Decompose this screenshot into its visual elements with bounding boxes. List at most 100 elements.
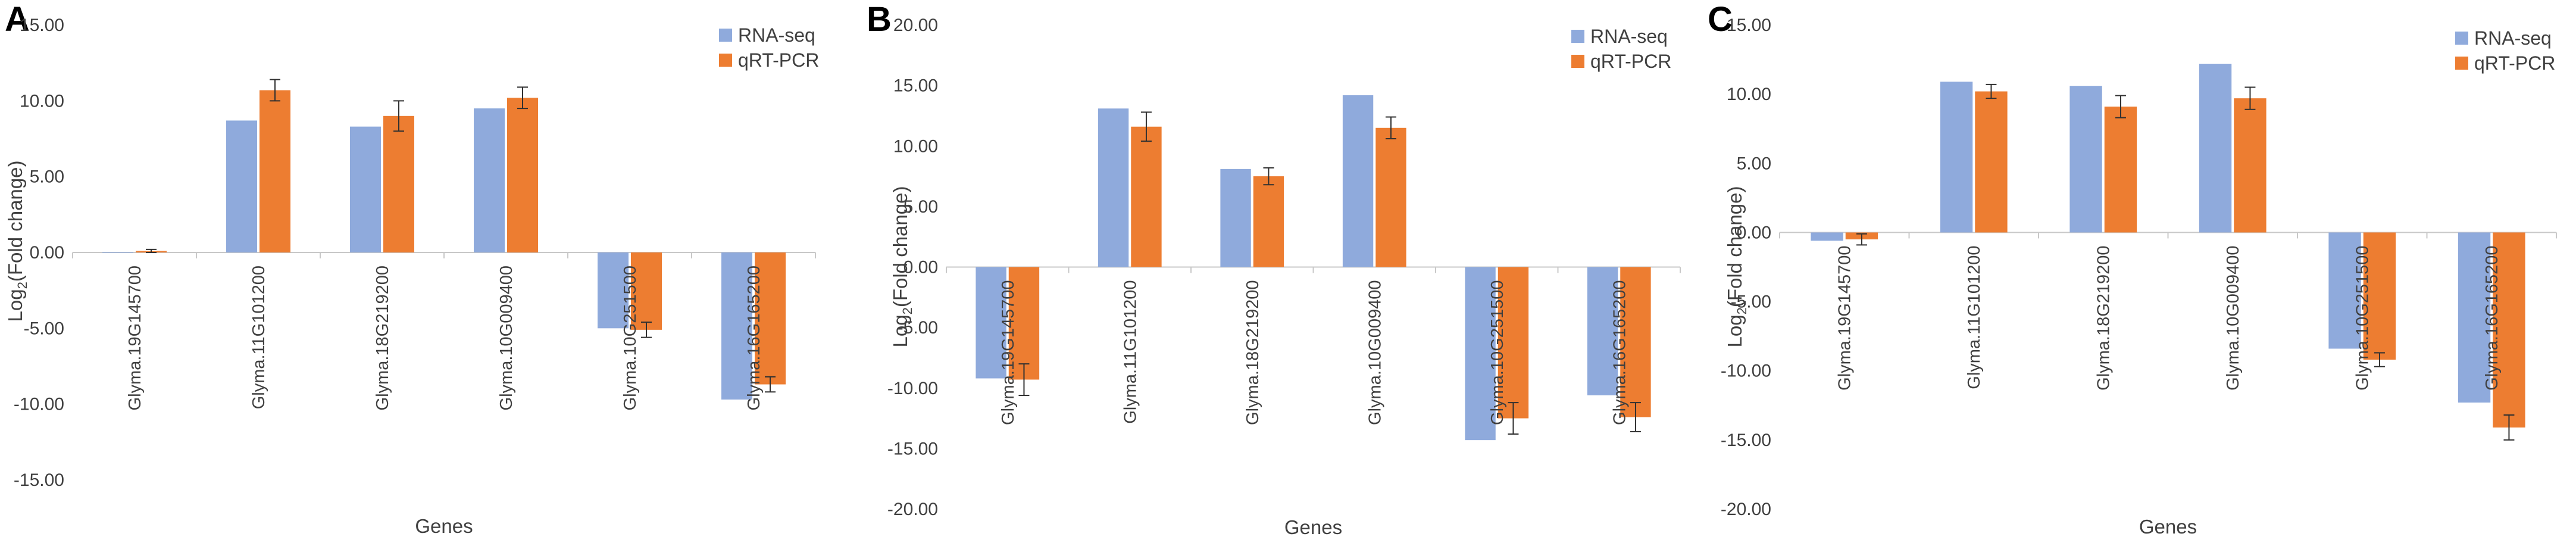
y-tick-label: -5.00 xyxy=(898,318,938,338)
legend: RNA-seq qRT-PCR xyxy=(719,24,819,71)
legend-swatch-rna-seq xyxy=(2455,32,2468,45)
legend-label-rna-seq: RNA-seq xyxy=(738,24,815,46)
bar-rna-seq xyxy=(976,267,1006,379)
x-category-label: Glyma.16G165200 xyxy=(1610,280,1629,425)
bar-qrt-pcr xyxy=(1253,176,1284,267)
legend-label-qrt-pcr: qRT-PCR xyxy=(738,49,819,71)
y-tick-label: 10.00 xyxy=(20,91,64,111)
y-tick-label: -20.00 xyxy=(887,500,938,519)
bar-rna-seq xyxy=(2328,232,2361,349)
x-category-label: Glyma.10G251500 xyxy=(1488,280,1507,425)
bar-qrt-pcr xyxy=(383,116,414,252)
panel-letter: C xyxy=(1708,0,1733,39)
y-tick-label: 15.00 xyxy=(20,15,64,35)
bar-rna-seq xyxy=(1098,108,1129,267)
x-category-label: Glyma.10G009400 xyxy=(2224,245,2243,390)
y-tick-label: 0.00 xyxy=(1737,223,1771,242)
y-axis-title-rest: (Fold change) xyxy=(1724,186,1746,308)
bar-rna-seq xyxy=(2069,86,2102,233)
bar-qrt-pcr xyxy=(631,252,662,330)
legend-label-qrt-pcr: qRT-PCR xyxy=(2474,52,2555,74)
y-axis-title-subscript: 2 xyxy=(15,282,30,289)
x-axis-title: Genes xyxy=(415,515,473,537)
chart-panel-a: A15.00 10.00 5.00 0.00 -5.00 -10.00 -15.00 Log2… xyxy=(4,0,819,537)
bar-qrt-pcr xyxy=(1131,126,1162,267)
bar-qrt-pcr xyxy=(1975,91,2008,233)
legend-swatch-qrt-pcr xyxy=(719,54,732,67)
x-axis-title: Genes xyxy=(2139,516,2197,538)
x-category-label: Glyma.19G145700 xyxy=(126,266,145,410)
y-axis-title-rest: (Fold change) xyxy=(889,186,911,308)
x-category-label: Glyma.10G251500 xyxy=(2353,245,2372,390)
chart-panel-c: C15.00 10.00 5.00 0.00 -5.00 -10.00 -15.00 -20.… xyxy=(1708,0,2557,538)
bar-qrt-pcr xyxy=(1375,127,1406,267)
y-axis-title: Log2(Fold change) xyxy=(1724,186,1749,348)
y-axis-title-rest: (Fold change) xyxy=(4,161,26,282)
bar-rna-seq xyxy=(1465,267,1496,441)
y-tick-label: 5.00 xyxy=(1737,154,1771,173)
y-tick-label: 10.00 xyxy=(1727,85,1771,104)
bar-qrt-pcr xyxy=(2234,98,2266,233)
bar-rna-seq xyxy=(350,126,381,252)
y-tick-label: 15.00 xyxy=(1727,15,1771,35)
x-category-label: Glyma.18G219200 xyxy=(1243,280,1262,425)
y-tick-label: -15.00 xyxy=(887,439,938,458)
x-category-label: Glyma.18G219200 xyxy=(373,266,392,410)
x-category-label: Glyma.19G145700 xyxy=(1836,245,1855,390)
bar-rna-seq xyxy=(474,108,505,252)
y-tick-label: 5.00 xyxy=(30,167,64,187)
y-axis-title: Log2(Fold change) xyxy=(4,161,30,322)
bar-rna-seq xyxy=(2199,64,2232,233)
legend-swatch-qrt-pcr xyxy=(1571,55,1584,68)
x-category-label: Glyma.16G165200 xyxy=(2483,245,2502,390)
legend: RNA-seq qRT-PCR xyxy=(1571,26,1671,72)
y-tick-label: 10.00 xyxy=(893,136,938,156)
x-category-label: Glyma.11G101200 xyxy=(1121,280,1140,424)
y-axis-title-main: Log xyxy=(4,289,26,322)
legend: RNA-seq qRT-PCR xyxy=(2455,27,2555,74)
panel-letter: A xyxy=(5,0,30,39)
y-axis-title-subscript: 2 xyxy=(1734,307,1749,314)
x-category-label: Glyma.10G009400 xyxy=(1365,280,1384,425)
bar-rna-seq xyxy=(226,120,257,252)
bar-qrt-pcr xyxy=(260,90,290,253)
y-tick-label: -10.00 xyxy=(1721,361,1771,381)
x-axis-title: Genes xyxy=(1284,516,1342,538)
bar-qrt-pcr xyxy=(507,98,538,253)
x-category-label: Glyma.18G219200 xyxy=(2094,245,2114,390)
y-tick-label: -5.00 xyxy=(1731,292,1771,312)
y-tick-label: 20.00 xyxy=(893,15,938,35)
y-tick-label: -10.00 xyxy=(14,395,64,414)
bar-qrt-pcr xyxy=(2104,107,2137,233)
panel-letter: B xyxy=(867,0,892,39)
x-category-label: Glyma.10G009400 xyxy=(497,266,516,410)
bar-rna-seq xyxy=(102,252,133,253)
x-category-label: Glyma.16G165200 xyxy=(745,266,764,410)
bar-rna-seq xyxy=(721,252,752,400)
legend-label-rna-seq: RNA-seq xyxy=(2474,27,2552,49)
bar-qrt-pcr xyxy=(2493,232,2525,428)
y-tick-label: -5.00 xyxy=(24,319,64,338)
y-axis-title: Log2(Fold change) xyxy=(889,186,915,348)
bar-rna-seq xyxy=(598,252,629,329)
y-tick-label: -10.00 xyxy=(887,379,938,398)
bar-rna-seq xyxy=(1587,267,1618,395)
bar-rna-seq xyxy=(1342,95,1374,267)
x-category-label: Glyma.11G101200 xyxy=(1965,245,1984,389)
y-axis-title-main: Log xyxy=(1724,314,1746,347)
bar-qrt-pcr xyxy=(1498,267,1529,419)
chart-panel-b: B 20.00 15.00 10.00 5.00 0.00 -5.00 -10.00 -15.0… xyxy=(867,0,1681,538)
y-tick-label: 0.00 xyxy=(904,258,938,277)
legend-swatch-rna-seq xyxy=(719,29,732,42)
y-axis-title-main: Log xyxy=(889,314,911,347)
bar-rna-seq xyxy=(1220,169,1251,267)
bar-qrt-pcr xyxy=(755,252,786,385)
legend-label-qrt-pcr: qRT-PCR xyxy=(1590,51,1671,72)
y-tick-label: 15.00 xyxy=(893,76,938,96)
y-tick-label: -15.00 xyxy=(1721,430,1771,450)
y-tick-label: 0.00 xyxy=(30,243,64,263)
x-category-label: Glyma.11G101200 xyxy=(249,266,268,409)
bar-rna-seq xyxy=(1811,232,1843,241)
y-axis-title-subscript: 2 xyxy=(900,307,915,314)
